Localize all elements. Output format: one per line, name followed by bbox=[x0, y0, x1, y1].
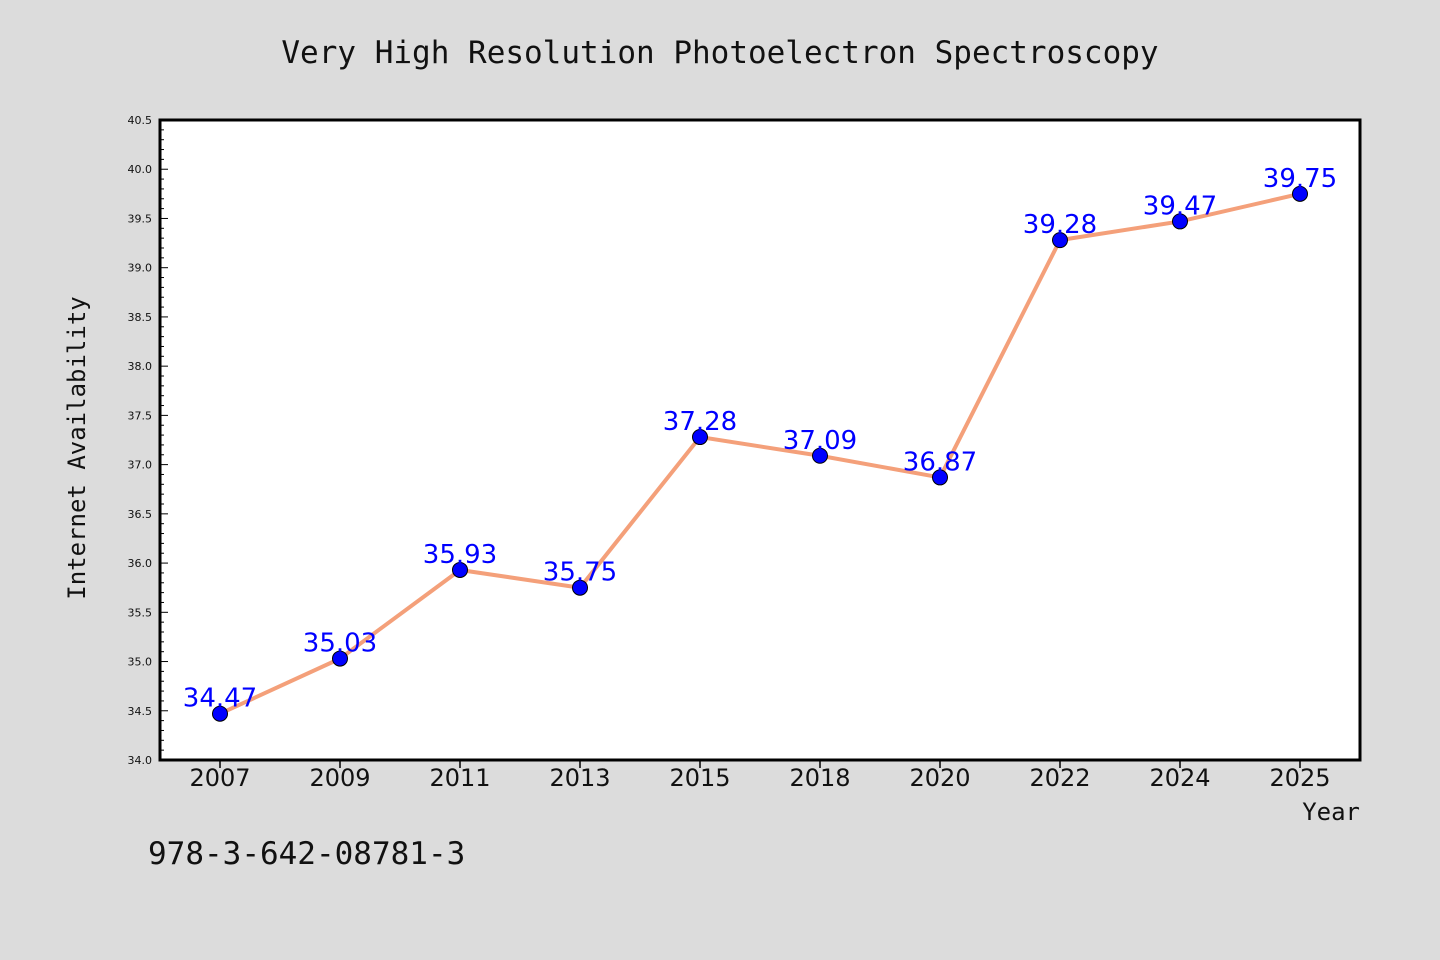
y-axis: 34.0 34.5 35.0 35.5 36.0 36.5 37.0 37.5 38.0 38.5… bbox=[128, 114, 168, 767]
x-tick-label: 2022 bbox=[1029, 764, 1090, 792]
x-axis-label: Year bbox=[1302, 798, 1360, 826]
y-tick-label: 34.5 bbox=[128, 705, 153, 718]
x-tick-label: 2011 bbox=[429, 764, 490, 792]
series-markers bbox=[212, 185, 1308, 722]
data-label: 35.93 bbox=[423, 540, 497, 570]
data-labels: 34.47 35.03 35.93 35.75 37.28 37.09 36.87 39.28… bbox=[183, 164, 1337, 714]
y-tick-label: 39.0 bbox=[128, 262, 153, 275]
y-tick-label: 38.5 bbox=[128, 311, 153, 324]
y-tick-label: 40.5 bbox=[128, 114, 153, 127]
data-label: 34.47 bbox=[183, 684, 257, 714]
y-tick-label: 38.0 bbox=[128, 360, 153, 373]
x-axis: 2007 2009 2011 2013 2015 2018 2020 2022 2024 2025 bbox=[189, 760, 1331, 792]
data-label: 37.09 bbox=[783, 426, 857, 456]
chart-title: Very High Resolution Photoelectron Spect… bbox=[281, 35, 1158, 71]
data-label: 39.47 bbox=[1143, 191, 1217, 221]
x-tick-label: 2020 bbox=[909, 764, 970, 792]
isbn-annotation: 978-3-642-08781-3 bbox=[148, 836, 465, 872]
x-tick-label: 2018 bbox=[789, 764, 850, 792]
y-axis-label: Internet Availability bbox=[63, 296, 91, 599]
y-tick-label: 36.5 bbox=[128, 508, 153, 521]
y-tick-label: 35.5 bbox=[128, 606, 153, 619]
y-tick-label: 36.0 bbox=[128, 557, 153, 570]
data-point bbox=[212, 705, 228, 722]
data-label: 39.75 bbox=[1263, 164, 1337, 194]
data-label: 37.28 bbox=[663, 407, 737, 437]
x-tick-label: 2013 bbox=[549, 764, 610, 792]
data-label: 35.03 bbox=[303, 629, 377, 659]
y-tick-label: 37.5 bbox=[128, 409, 153, 422]
x-tick-label: 2009 bbox=[309, 764, 370, 792]
data-point bbox=[572, 579, 588, 596]
data-point bbox=[1052, 232, 1068, 249]
y-tick-label: 34.0 bbox=[128, 754, 153, 767]
y-tick-label: 37.0 bbox=[128, 459, 153, 472]
data-label: 39.28 bbox=[1023, 210, 1097, 240]
y-tick-label: 35.0 bbox=[128, 656, 153, 669]
data-point bbox=[1292, 185, 1308, 202]
plot-area bbox=[158, 118, 1362, 762]
x-tick-label: 2025 bbox=[1269, 764, 1330, 792]
data-point bbox=[932, 469, 948, 486]
data-point bbox=[332, 650, 348, 667]
data-point bbox=[452, 561, 468, 578]
data-label: 35.75 bbox=[543, 558, 617, 588]
x-tick-label: 2024 bbox=[1149, 764, 1210, 792]
y-tick-label: 39.5 bbox=[128, 212, 153, 225]
x-tick-label: 2015 bbox=[669, 764, 730, 792]
data-label: 36.87 bbox=[903, 447, 977, 477]
data-point bbox=[692, 429, 708, 446]
x-tick-label: 2007 bbox=[189, 764, 250, 792]
y-tick-label: 40.0 bbox=[128, 163, 153, 176]
data-point bbox=[812, 447, 828, 464]
series-line bbox=[219, 191, 1301, 716]
data-point bbox=[1172, 213, 1188, 230]
